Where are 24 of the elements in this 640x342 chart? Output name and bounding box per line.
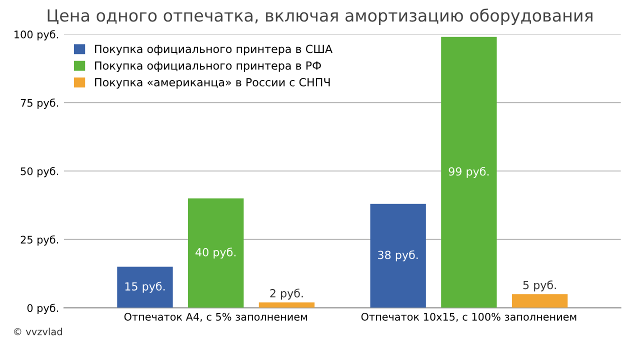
y-tick-label: 0 руб.	[27, 304, 58, 314]
y-tick-label: 75 руб.	[20, 98, 58, 109]
y-tick-label: 50 руб.	[20, 166, 58, 178]
text: © vvzvlad	[14, 328, 62, 336]
bar	[258, 302, 315, 308]
chart-title: Цена одного отпечатка, включая амортизацию оборудования	[48, 8, 592, 25]
bar	[441, 36, 497, 308]
data-label: 40 руб.	[196, 248, 236, 259]
legend-label: Покупка «американца» в России с СНПЧ	[95, 78, 330, 89]
bar	[370, 204, 426, 308]
y-tick-label: 25 руб.	[20, 235, 58, 246]
bar	[188, 198, 244, 308]
bar	[117, 266, 173, 308]
bar	[512, 294, 568, 308]
legend-label: Покупка официального принтера в США	[95, 44, 332, 56]
data-label: 2 руб.	[270, 288, 303, 300]
x-tick-label: Отпечаток А4, с 5% заполнением	[124, 312, 307, 322]
x-tick-label: Отпечаток 10х15, с 100% заполнением	[361, 312, 576, 322]
data-label: 38 руб.	[378, 250, 418, 262]
y-tick-label: 100 руб.	[14, 30, 58, 40]
data-label: 15 руб.	[125, 282, 165, 293]
legend-label: Покупка официального принтера в РФ	[95, 62, 321, 72]
data-label: 99 руб.	[448, 166, 489, 178]
data-label: 5 руб.	[523, 280, 556, 292]
